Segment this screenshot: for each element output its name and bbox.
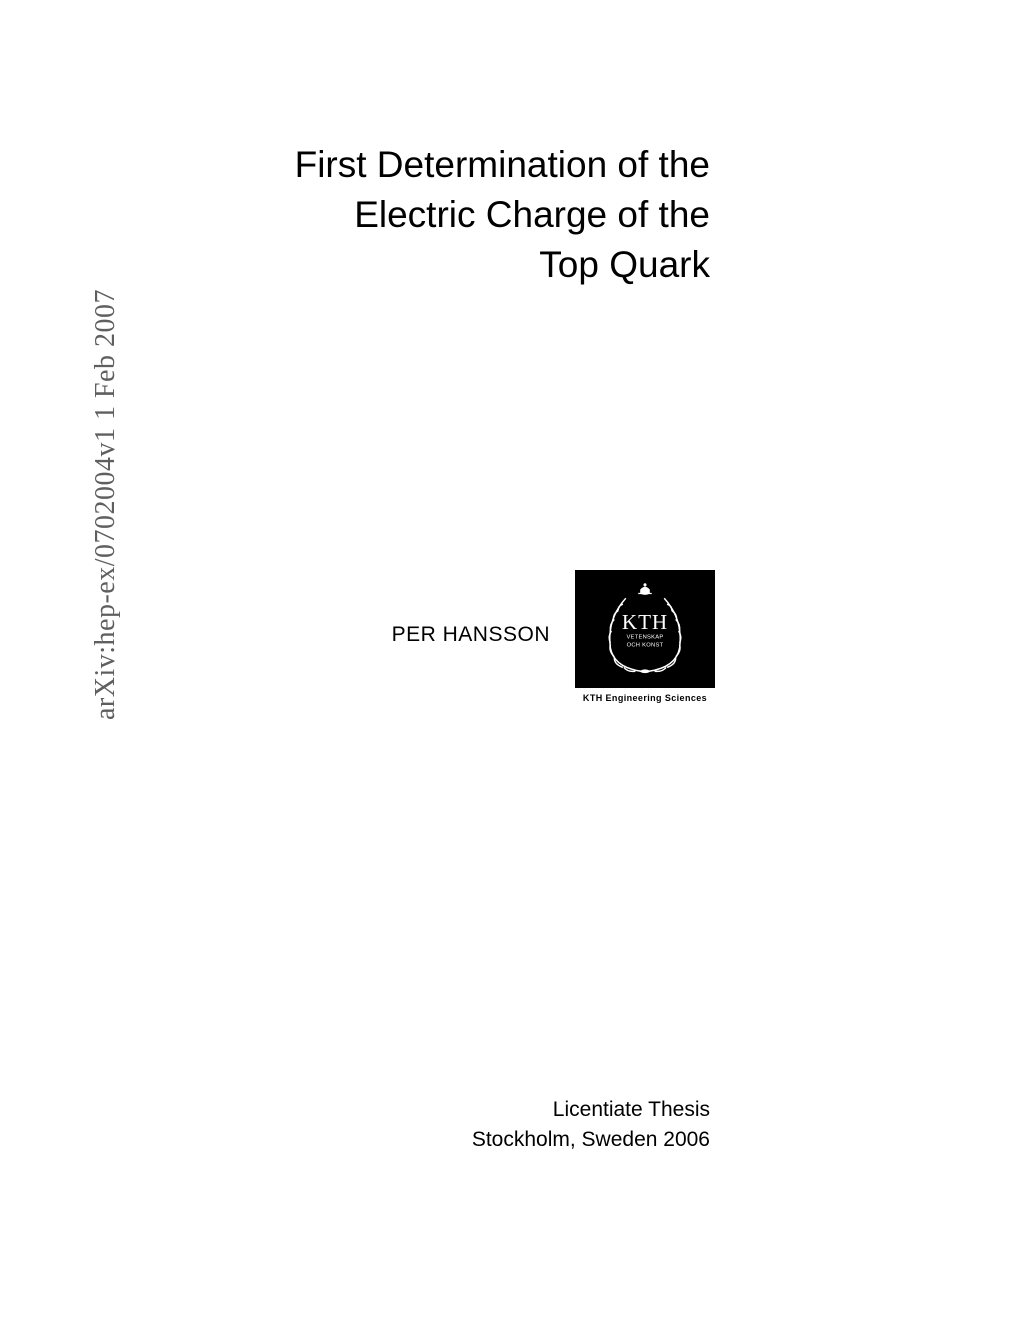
kth-logo-sub2: OCH KONST [627,642,664,648]
institution-logo: KTH VETENSKAP OCH KONST KTH Engineering … [575,570,715,703]
title-line-3: Top Quark [150,240,710,290]
author-name: PER HANSSON [392,623,550,647]
title-line-1: First Determination of the [150,140,710,190]
arxiv-stamp: arXiv:hep-ex/0702004v1 1 Feb 2007 [90,289,122,720]
kth-logo-main-text: KTH [622,610,668,634]
kth-crest-icon: KTH VETENSKAP OCH KONST [597,581,693,677]
kth-logo-box: KTH VETENSKAP OCH KONST [575,570,715,688]
footer-block: Licentiate Thesis Stockholm, Sweden 2006 [150,1095,710,1156]
thesis-type: Licentiate Thesis [150,1095,710,1125]
title-line-2: Electric Charge of the [150,190,710,240]
title-block: First Determination of the Electric Char… [150,140,710,290]
kth-logo-caption: KTH Engineering Sciences [575,693,715,703]
thesis-location-year: Stockholm, Sweden 2006 [150,1125,710,1155]
kth-logo-sub1: VETENSKAP [626,635,663,641]
